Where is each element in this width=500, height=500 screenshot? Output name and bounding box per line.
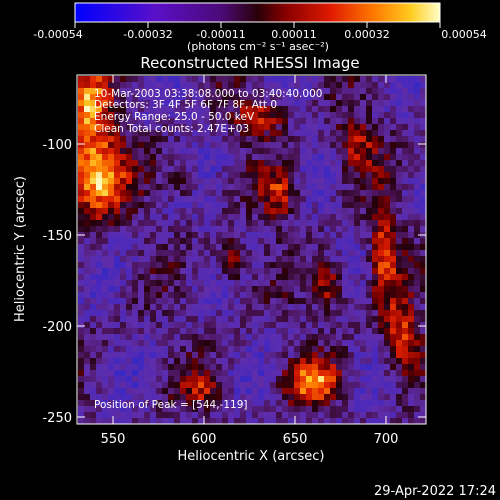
x-axis-ticks [112,75,387,424]
colorbar-ticks [74,22,441,28]
detectors-text: Detectors: 3F 4F 5F 6F 7F 8F, Att 0 [94,99,277,111]
y-tick-label: -200 [42,320,72,335]
colorbar-units: (photons cm⁻² s⁻¹ asec⁻²) [187,40,329,53]
y-tick-label: -150 [42,229,72,244]
colorbar-tick-label: -0.00054 [33,28,82,41]
y-tick-label: -100 [42,138,72,153]
x-tick-label: 550 [101,432,126,447]
energy-range-text: Energy Range: 25.0 - 50.0 keV [94,111,255,123]
y-axis-tick-labels: -100 -150 -200 -250 [42,138,72,426]
plot-title: Reconstructed RHESSI Image [140,54,359,72]
clean-counts-text: Clean Total counts: 2.47E+03 [94,123,249,135]
y-tick-label: -250 [42,411,72,426]
rhessi-image [78,76,427,425]
colorbar-tick-label: 0.00032 [344,28,390,41]
info-block: 10-Mar-2003 03:38:08.000 to 03:40:40.000… [94,88,322,135]
x-axis-tick-labels: 550 600 650 700 [101,432,399,447]
colorbar-tick-label: -0.00032 [123,28,172,41]
peak-position-text: Position of Peak = [544,-119] [94,399,248,411]
x-tick-label: 650 [283,432,308,447]
x-axis-label: Heliocentric X (arcsec) [178,449,325,464]
x-tick-label: 700 [374,432,399,447]
colorbar [74,2,441,23]
x-tick-label: 600 [192,432,217,447]
y-axis-label: Heliocentric Y (arcsec) [13,176,28,322]
colorbar-tick-label: -0.00011 [196,28,245,41]
timestamp: 29-Apr-2022 17:24 [374,484,496,499]
colorbar-tick-label: 0.00011 [271,28,317,41]
plot-frame [76,74,427,425]
y-axis-ticks [77,143,426,418]
time-range-text: 10-Mar-2003 03:38:08.000 to 03:40:40.000 [94,88,322,100]
colorbar-tick-labels: -0.00054 -0.00032 -0.00011 0.00011 0.000… [33,28,486,41]
colorbar-tick-label: 0.00054 [441,28,487,41]
